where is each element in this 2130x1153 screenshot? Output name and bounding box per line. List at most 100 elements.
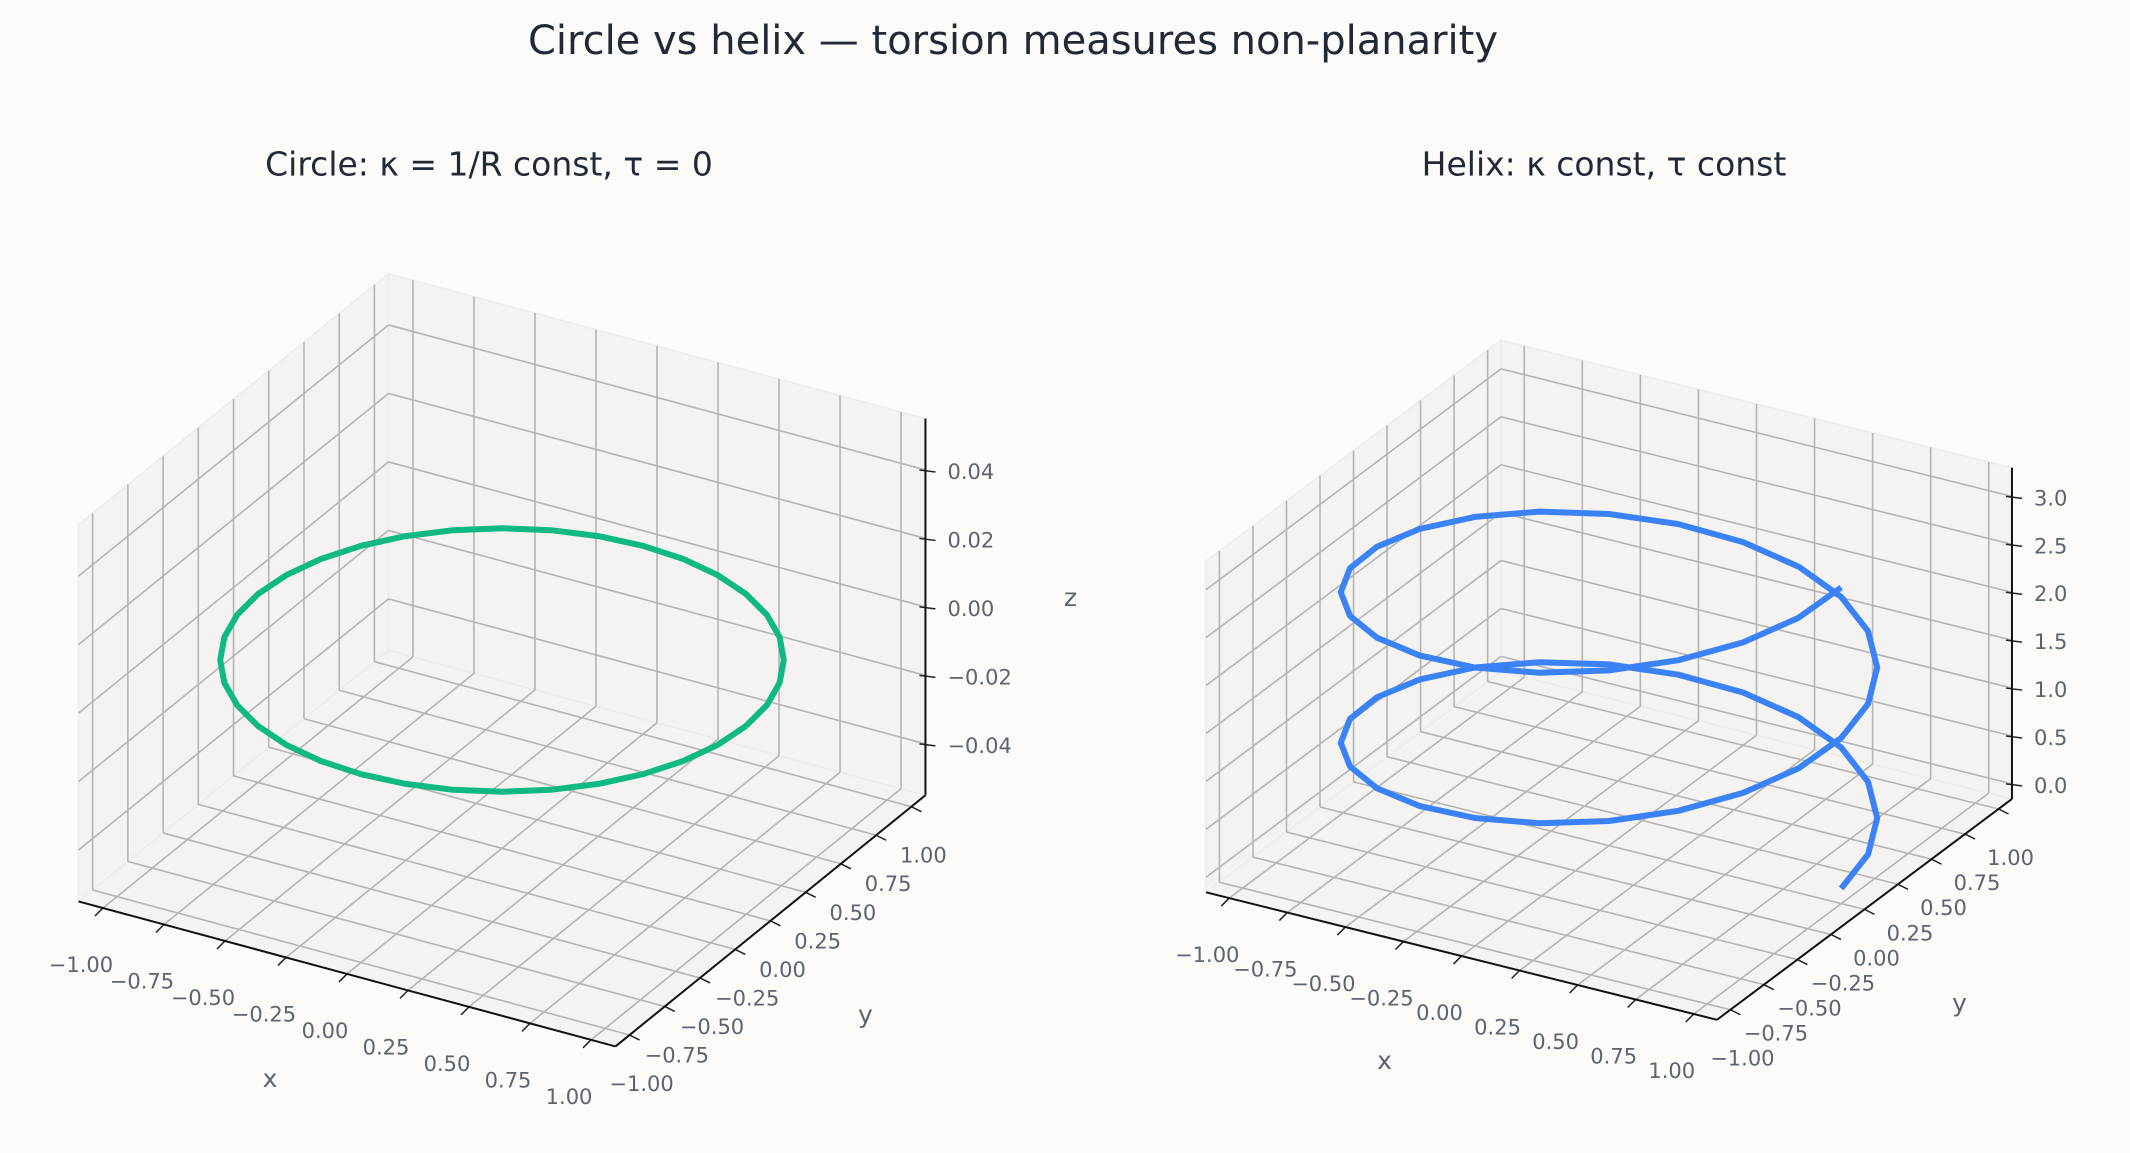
grid-line bbox=[339, 689, 877, 837]
z-tick bbox=[2005, 783, 2023, 787]
y-tick-label: −0.75 bbox=[645, 1043, 709, 1067]
x-tick-label: −0.50 bbox=[171, 986, 235, 1010]
grid-line bbox=[374, 660, 912, 808]
grid-line bbox=[1386, 756, 1899, 886]
y-tick-label: −0.50 bbox=[680, 1015, 744, 1039]
axis-line bbox=[78, 900, 616, 1048]
z-tick-label: 0.04 bbox=[947, 460, 994, 484]
x-tick bbox=[582, 1039, 592, 1049]
z-tick-label: 0.00 bbox=[947, 597, 994, 621]
y-tick-label: 0.00 bbox=[1853, 946, 1900, 970]
y-tick-label: −1.00 bbox=[609, 1072, 673, 1096]
z-tick-label: 0.02 bbox=[947, 528, 994, 552]
y-tick bbox=[1864, 908, 1875, 916]
x-tick bbox=[1511, 969, 1521, 980]
figure-title: Circle vs helix — torsion measures non-p… bbox=[528, 18, 1498, 64]
x-tick bbox=[1278, 912, 1288, 922]
z-tick bbox=[919, 537, 936, 542]
axis-line bbox=[1716, 798, 2013, 1021]
y-tick-label: 0.75 bbox=[865, 872, 912, 896]
x-tick-label: 0.75 bbox=[485, 1068, 532, 1092]
x-tick-label: 0.00 bbox=[1416, 1001, 1463, 1025]
grid-line bbox=[303, 718, 842, 865]
grid-line bbox=[388, 529, 926, 677]
x-tick-label: −0.75 bbox=[110, 969, 174, 993]
grid-line bbox=[1453, 705, 1966, 835]
grid-line bbox=[1205, 559, 1502, 783]
x-tick-label: 0.50 bbox=[1532, 1030, 1579, 1054]
z-tick bbox=[919, 469, 936, 473]
x-tick bbox=[94, 907, 104, 917]
x-tick bbox=[1220, 897, 1230, 907]
y-axis-label: y bbox=[858, 1000, 873, 1029]
y-tick-label: 0.50 bbox=[830, 901, 877, 925]
z-tick bbox=[919, 606, 936, 610]
grid-line bbox=[1487, 680, 1999, 810]
x-tick bbox=[155, 923, 165, 934]
x-tick bbox=[1336, 926, 1346, 936]
y-tick bbox=[1830, 933, 1842, 941]
y-tick bbox=[1797, 958, 1808, 966]
x-tick-label: 0.75 bbox=[1590, 1045, 1637, 1069]
grid-line bbox=[1252, 856, 1765, 986]
grid-line bbox=[1319, 806, 1832, 936]
z-tick-label: 0.0 bbox=[2034, 774, 2067, 798]
x-tick-label: 0.50 bbox=[424, 1052, 471, 1076]
y-tick-label: −0.25 bbox=[715, 986, 779, 1010]
z-axis-label: z bbox=[1064, 583, 1077, 612]
x-tick bbox=[1452, 955, 1463, 965]
x-tick-label: −1.00 bbox=[1175, 943, 1239, 967]
z-tick bbox=[919, 743, 936, 747]
y-tick-label: −0.25 bbox=[1811, 971, 1875, 995]
grid-line bbox=[78, 598, 390, 851]
grid-line bbox=[388, 461, 926, 608]
x-tick bbox=[1685, 1013, 1695, 1023]
y-tick bbox=[840, 863, 852, 870]
z-tick bbox=[2005, 591, 2023, 595]
grid-line bbox=[162, 832, 701, 979]
x-tick-label: 1.00 bbox=[546, 1085, 593, 1109]
z-tick bbox=[2005, 735, 2023, 739]
z-tick-label: −0.02 bbox=[947, 665, 1011, 689]
grid-line bbox=[1500, 607, 2013, 737]
grid-line bbox=[233, 775, 771, 922]
y-tick bbox=[1730, 1009, 1741, 1016]
grid-line bbox=[1500, 511, 2013, 641]
grid-line bbox=[1219, 881, 1731, 1011]
y-tick-label: 1.00 bbox=[900, 844, 947, 868]
grid-line bbox=[198, 803, 736, 951]
grid-line bbox=[388, 324, 926, 471]
x-tick-label: 0.25 bbox=[363, 1035, 410, 1059]
z-tick bbox=[2005, 495, 2023, 500]
z-tick bbox=[2005, 639, 2023, 643]
x-tick bbox=[277, 956, 287, 966]
z-tick-label: 1.0 bbox=[2034, 678, 2067, 702]
x-tick bbox=[338, 973, 348, 983]
x-tick-label: −1.00 bbox=[49, 953, 113, 977]
x-tick bbox=[216, 940, 226, 950]
x-tick-label: −0.25 bbox=[1349, 987, 1413, 1011]
y-tick bbox=[1998, 808, 2009, 815]
subplot-title: Helix: κ const, τ const bbox=[1422, 145, 1787, 184]
y-tick bbox=[1763, 983, 1775, 991]
axis-line bbox=[614, 794, 927, 1048]
y-tick-label: 0.50 bbox=[1920, 896, 1967, 920]
y-tick bbox=[911, 806, 922, 813]
x-axis-label: x bbox=[1377, 1046, 1392, 1075]
y-tick bbox=[805, 891, 817, 898]
grid-line bbox=[388, 392, 926, 540]
z-tick-label: 2.5 bbox=[2034, 534, 2067, 558]
grid-line bbox=[1205, 464, 1502, 687]
y-tick bbox=[1931, 858, 1942, 865]
axis-line bbox=[1205, 891, 1718, 1021]
grid-line bbox=[1500, 655, 2013, 785]
x-tick-label: −0.50 bbox=[1291, 972, 1355, 996]
x-tick bbox=[1569, 984, 1579, 994]
grid-line bbox=[78, 461, 390, 714]
x-tick-label: 0.00 bbox=[302, 1019, 349, 1043]
x-tick-label: 1.00 bbox=[1648, 1059, 1695, 1083]
x-axis-label: x bbox=[263, 1064, 278, 1093]
x-tick bbox=[1394, 941, 1404, 951]
x-tick bbox=[521, 1022, 531, 1032]
